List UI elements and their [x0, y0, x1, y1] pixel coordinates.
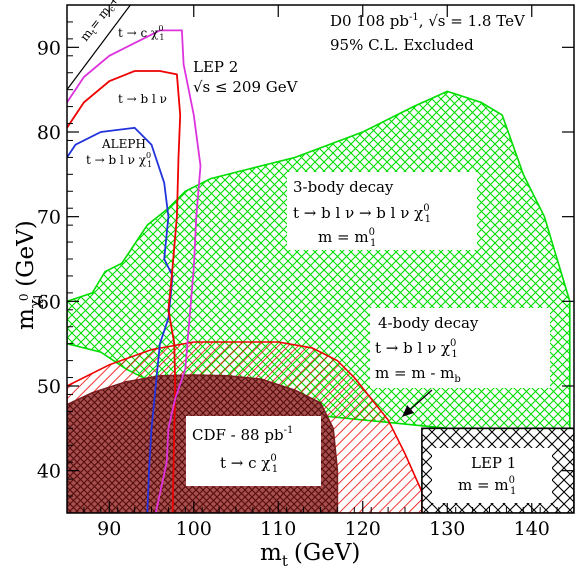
four-body-arrow	[402, 389, 433, 417]
lep2-tblnu-label: t → b l ν	[118, 92, 167, 106]
svg-text:t → c χ01: t → c χ0 1	[220, 453, 278, 475]
limit-curve-lep-2-t-b-l	[67, 70, 182, 513]
x-tick-label: 130	[429, 518, 465, 540]
y-axis-ticks: 40 50 60 70 80 90	[37, 4, 574, 514]
x-axis-label: mt (GeV)	[260, 540, 360, 570]
chart-header-line2: 95% C.L. Excluded	[330, 36, 474, 54]
aleph-decay: t → b l ν χ0 1	[86, 151, 152, 169]
lep2-tc-label: t → c χ0 1	[118, 24, 165, 42]
limit-curves	[67, 29, 202, 513]
kinematic-boundary-line	[66, 4, 131, 91]
y-tick-label: 50	[37, 376, 61, 398]
lep2-title: LEP 2	[193, 58, 238, 76]
aleph-title: ALEPH	[101, 137, 146, 151]
svg-text:t → b l ν → b l ν χ01: t → b l ν → b l ν χ0 1	[293, 203, 431, 225]
x-axis-ticks: 90 100 110 120 130 140	[66, 5, 575, 540]
limit-curve-lep-2-t-c-1	[67, 29, 202, 513]
y-tick-label: 80	[37, 122, 61, 144]
y-tick-label: 60	[37, 291, 61, 313]
limit-curve-aleph-t-b-l-1	[67, 126, 174, 513]
four-body-label-box: 4-body decay t → b l ν χ0 1 m = m - mb	[370, 308, 550, 388]
svg-text:m = m - mb: m = m - mb	[375, 364, 461, 385]
svg-text:LEP 1: LEP 1	[471, 454, 516, 472]
chart-header-line1: D0 108 pb-1, √s = 1.8 TeV	[330, 12, 526, 30]
x-tick-label: 140	[514, 518, 550, 540]
y-tick-label: 70	[37, 207, 61, 229]
svg-text:m = m01: m = m0 1	[318, 227, 376, 249]
lep2-energy: √s ≤ 209 GeV	[193, 78, 299, 96]
x-tick-label: 90	[97, 518, 121, 540]
svg-text:4-body decay: 4-body decay	[378, 314, 479, 332]
lep1-label-box: LEP 1 m = m0 1	[432, 448, 552, 503]
cdf-label-box: CDF - 88 pb-1 t → c χ0 1	[186, 416, 321, 486]
x-tick-label: 120	[345, 518, 381, 540]
y-tick-label: 40	[37, 461, 61, 483]
x-tick-label: 100	[176, 518, 212, 540]
svg-text:3-body decay: 3-body decay	[293, 178, 394, 196]
svg-text:t → b l ν χ01: t → b l ν χ0 1	[375, 338, 458, 360]
svg-text:CDF - 88 pb-1: CDF - 88 pb-1	[192, 425, 293, 444]
x-tick-label: 110	[260, 518, 296, 540]
three-body-label-box: 3-body decay t → b l ν → b l ν χ0 1 m = m…	[287, 172, 477, 250]
y-tick-label: 90	[37, 37, 61, 59]
y-axis-label: mχ01(GeV)	[13, 220, 45, 330]
svg-text:m = m01: m = m0 1	[458, 475, 516, 497]
